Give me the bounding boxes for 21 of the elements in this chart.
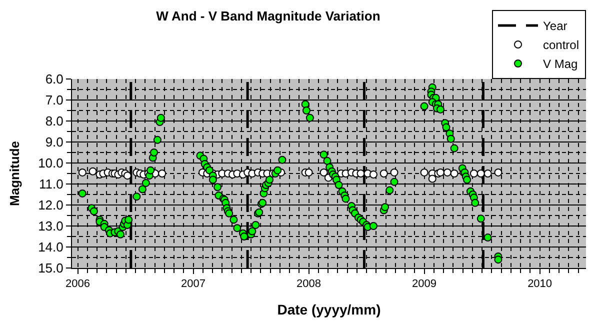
x-tick-label: 2010: [528, 278, 552, 290]
y-tick-label: 6.0: [45, 72, 64, 87]
y-tick-label: 14.0: [38, 240, 64, 255]
y-axis-title: Magnitude: [7, 141, 22, 206]
y-tick-label: 12.0: [38, 198, 64, 213]
chart-title: W And - V Band Magnitude Variation: [156, 8, 380, 24]
y-tick-label: 7.0: [45, 92, 64, 108]
y-tick-label: 15.0: [38, 260, 64, 276]
x-tick-label: 2007: [181, 278, 206, 290]
y-tick-label: 8.0: [45, 114, 64, 129]
y-tick-label: 11.0: [39, 176, 64, 192]
x-tick-label: 2006: [66, 278, 90, 290]
x-axis-title: Date (yyyy/mm): [277, 302, 381, 318]
y-tick-label: 10.0: [38, 156, 64, 171]
x-tick-label: 2009: [412, 278, 437, 290]
y-tick-label: 13.0: [38, 218, 64, 234]
legend-label: V Mag: [543, 57, 578, 72]
y-tick-label: 9.0: [45, 134, 64, 150]
x-tick-label: 2008: [296, 278, 322, 290]
legend-label: Year: [543, 19, 568, 34]
legend-label: control: [543, 38, 580, 52]
